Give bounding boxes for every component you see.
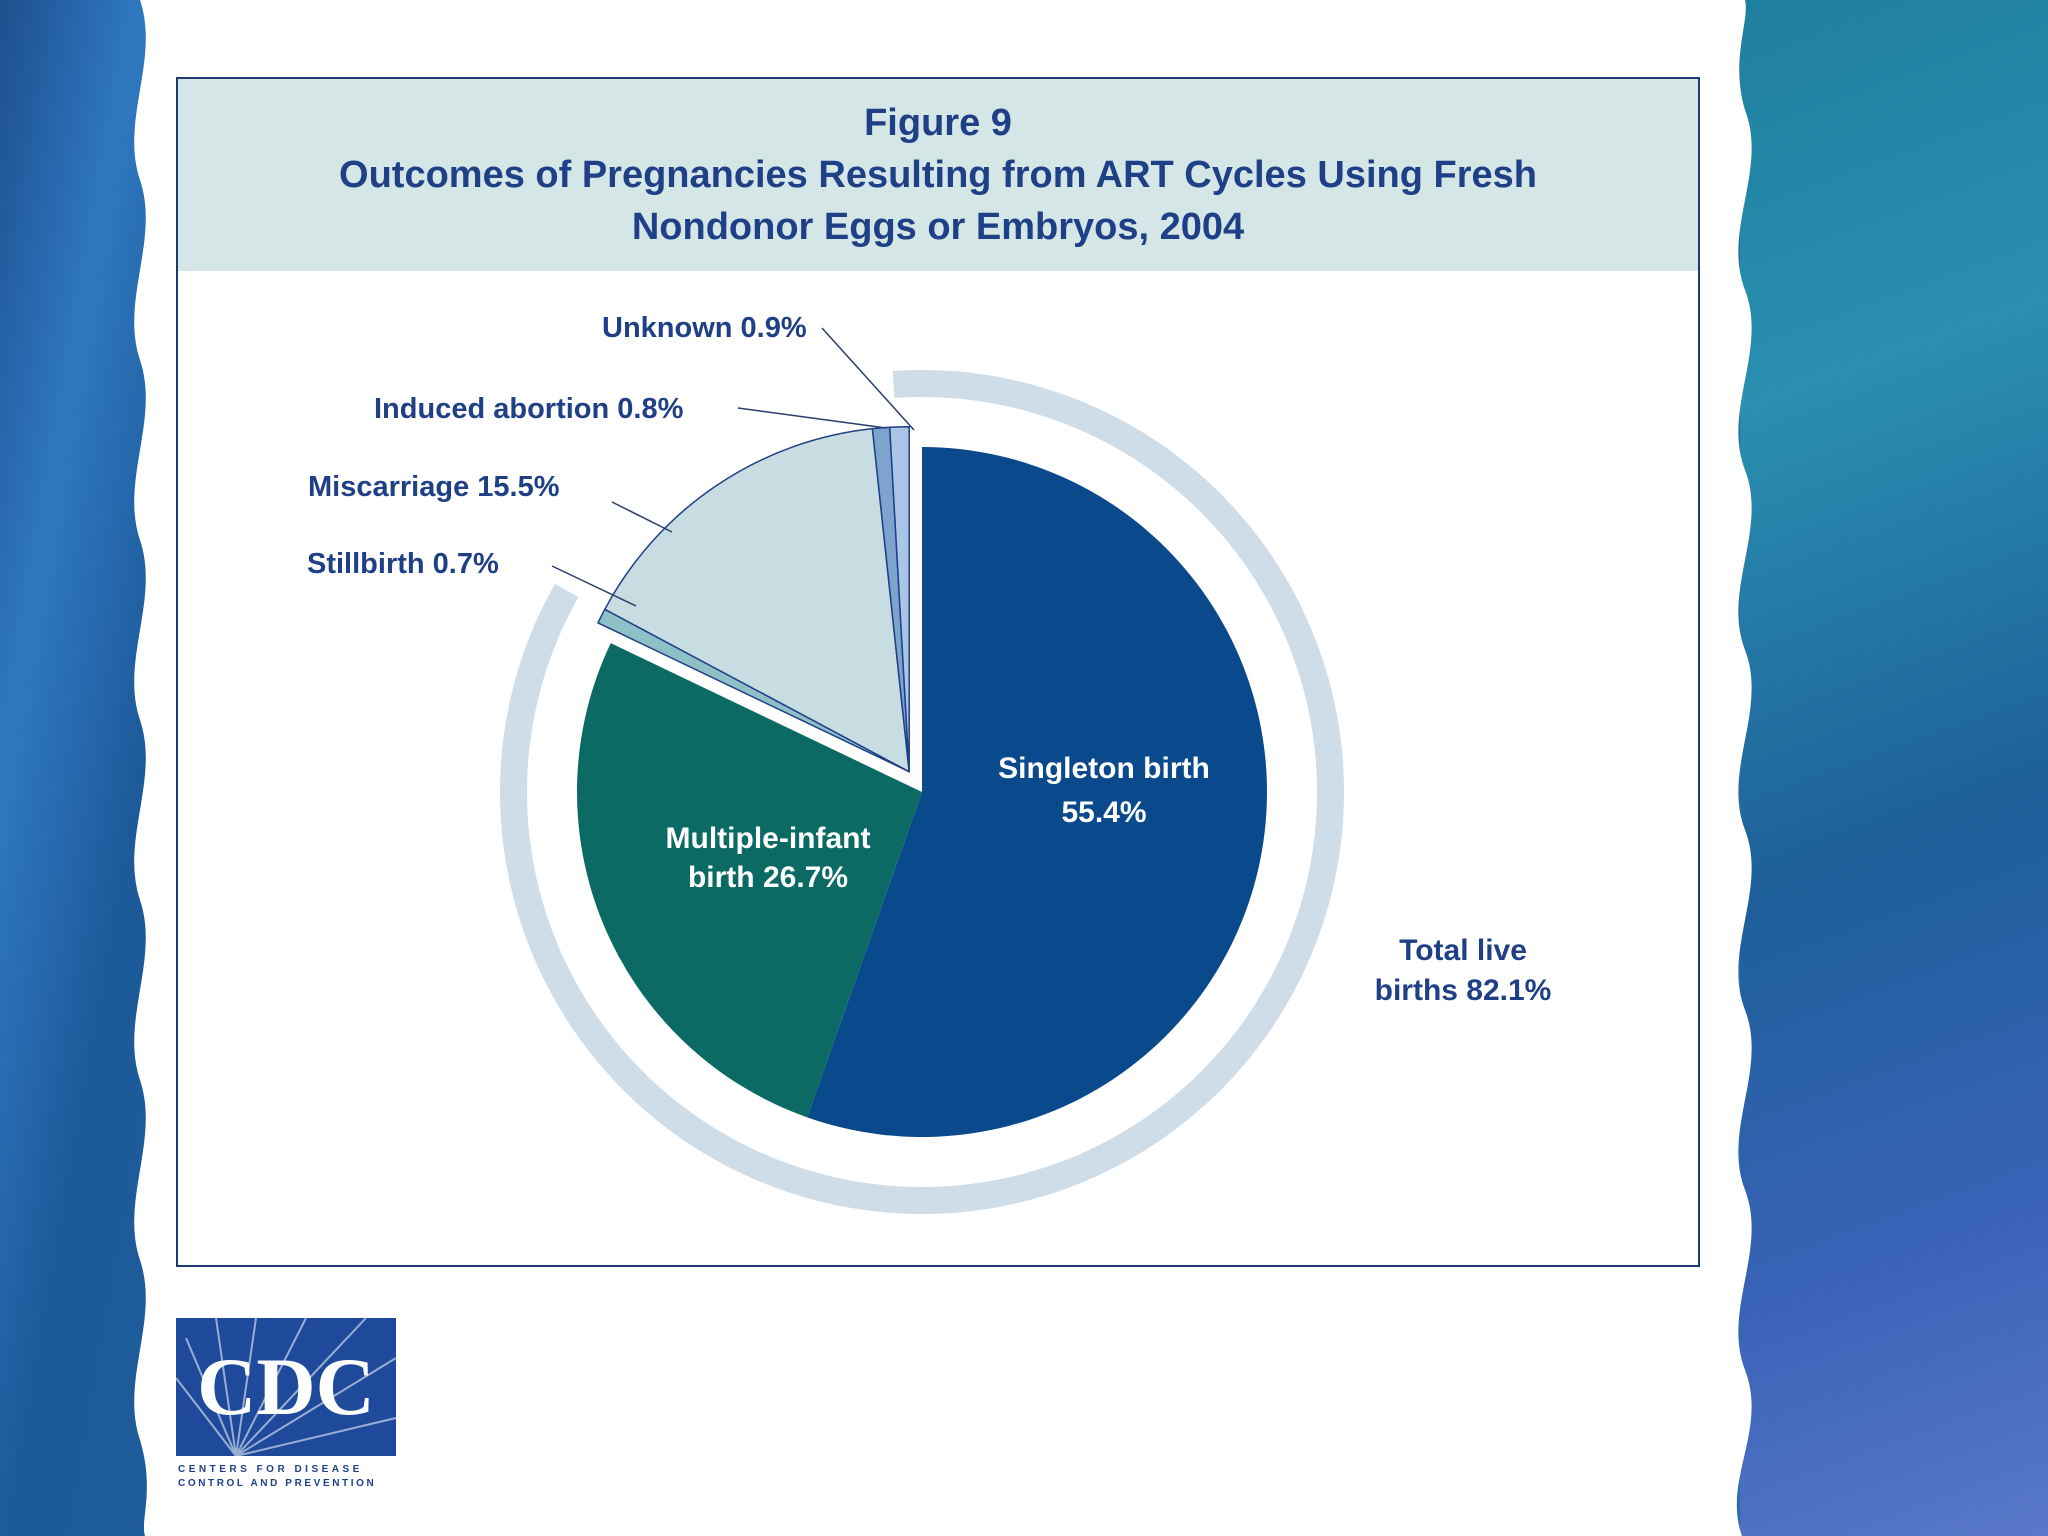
leader-line-induced-abortion: [737, 407, 887, 429]
cdc-logo-subtitle-line2: CONTROL AND PREVENTION: [178, 1478, 376, 1489]
pie-slices: [576, 425, 1267, 1137]
leader-line-unknown: [821, 327, 915, 431]
leader-lines: [551, 327, 915, 607]
leader-line-miscarriage: [611, 501, 673, 533]
pie-slice-singleton-birth: [807, 447, 1267, 1137]
label-stillbirth: Stillbirth 0.7%: [307, 548, 499, 580]
background-right-panel: [1740, 0, 2048, 1536]
figure-title-line1: Outcomes of Pregnancies Resulting from A…: [339, 154, 1537, 196]
cdc-logo-text: CDC: [197, 1341, 375, 1432]
label-induced-abortion: Induced abortion 0.8%: [374, 393, 684, 425]
label-total-live-line2: births 82.1%: [1375, 974, 1552, 1007]
pie-slice-multiple-infant-birth: [576, 643, 922, 1118]
cdc-logo-subtitle-line1: CENTERS FOR DISEASE: [178, 1464, 363, 1475]
figure-title-line2: Nondonor Eggs or Embryos, 2004: [631, 206, 1245, 248]
label-miscarriage: Miscarriage 15.5%: [308, 471, 560, 503]
cdc-logo-rays: [176, 1318, 397, 1457]
label-multiple-line2: birth 26.7%: [688, 861, 848, 894]
figure-header: Figure 9 Outcomes of Pregnancies Resulti…: [178, 79, 1698, 271]
leader-line-stillbirth: [551, 565, 637, 607]
label-singleton-line2: 55.4%: [1061, 796, 1146, 829]
pie-slice-miscarriage: [603, 427, 911, 774]
label-unknown: Unknown 0.9%: [602, 312, 807, 344]
label-multiple-line1: Multiple-infant: [666, 822, 871, 855]
label-singleton-line1: Singleton birth: [998, 752, 1210, 785]
figure-number: Figure 9: [864, 102, 1012, 144]
label-total-live-line1: Total live: [1399, 934, 1527, 967]
cdc-logo-background: [176, 1318, 396, 1456]
cdc-logo: CDC CENTERS FOR DISEASE CONTROL AND PREV…: [176, 1318, 397, 1489]
pie-slice-unknown: [888, 425, 910, 772]
